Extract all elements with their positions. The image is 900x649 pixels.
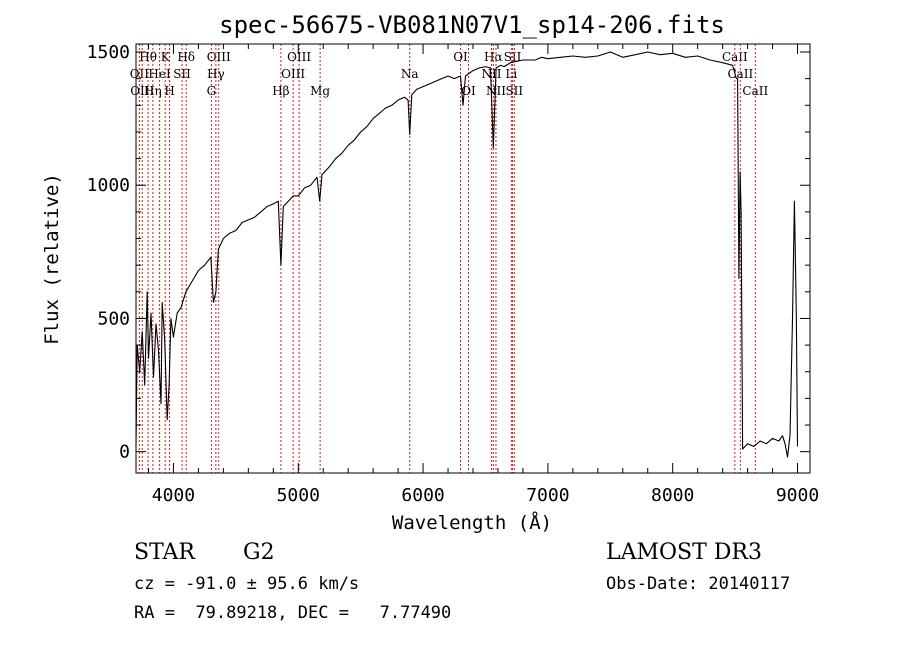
coordinates: RA = 79.89218, DEC = 7.77490 [134, 603, 452, 623]
marker-label-13: OIII [281, 67, 305, 81]
marker-label-23: Li [505, 67, 517, 81]
x-tick-label-5: 9000 [776, 485, 819, 506]
x-tick-label-0: 4000 [152, 485, 195, 506]
y-tick-label-0: 0 [119, 442, 130, 463]
marker-label-19: Hα [484, 50, 503, 64]
marker-label-9: G [207, 84, 217, 98]
x-tick-label-1: 5000 [277, 485, 320, 506]
marker-label-27: CaII [742, 84, 768, 98]
survey-name: LAMOST DR3 [606, 540, 762, 565]
x-tick-label-4: 8000 [651, 485, 694, 506]
marker-label-17: OI [453, 50, 468, 64]
redshift-readout: cz = -91.0 ± 95.6 km/s [134, 574, 360, 594]
y-tick-label-3: 1500 [87, 42, 130, 63]
marker-label-3: Hη [144, 84, 162, 98]
y-tick-label-1: 500 [97, 308, 130, 329]
plot-frame [135, 43, 811, 474]
marker-label-1: OII [130, 67, 150, 81]
marker-label-4: HeI [148, 67, 171, 81]
marker-label-25: CaII [722, 50, 748, 64]
marker-label-26: CaII [727, 67, 753, 81]
marker-label-12: Hβ [272, 84, 289, 98]
marker-label-16: Na [401, 67, 419, 81]
marker-label-7: SII [173, 67, 191, 81]
marker-label-14: OIII [287, 50, 311, 64]
y-tick-label-2: 1000 [87, 175, 130, 196]
series-group [135, 51, 799, 458]
obs-date: Obs-Date: 20140117 [606, 574, 791, 594]
marker-label-24: SII [505, 84, 523, 98]
marker-label-21: NII [486, 84, 506, 98]
x-tick-label-3: 7000 [526, 485, 569, 506]
marker-label-10: OIII [207, 50, 231, 64]
y-axis-label: Flux (relative) [41, 173, 63, 345]
series-line-0 [135, 51, 799, 458]
axis-ticks: 4000 5000 6000 7000 8000 9000 0 500 1000 1500 [87, 42, 820, 506]
x-tick-label-2: 6000 [401, 485, 444, 506]
chart-title: spec-56675-VB081N07V1_sp14-206.fits [219, 11, 725, 39]
x-axis-label: Wavelength (Å) [392, 511, 552, 534]
marker-label-11: Hγ [207, 67, 225, 81]
marker-label-8: Hδ [177, 50, 195, 64]
marker-label-6: H [164, 84, 174, 98]
marker-label-5: K [161, 50, 171, 64]
marker-label-22: SII [504, 50, 522, 64]
line-markers: HθOIIOIIIHηHeIKHSIIHδGOIIIHγHβOIIIOIIIMg… [130, 44, 768, 473]
object-class: STAR [134, 540, 195, 565]
marker-label-15: Mg [310, 84, 330, 98]
object-subclass: G2 [243, 540, 275, 565]
marker-label-20: NII [481, 67, 501, 81]
